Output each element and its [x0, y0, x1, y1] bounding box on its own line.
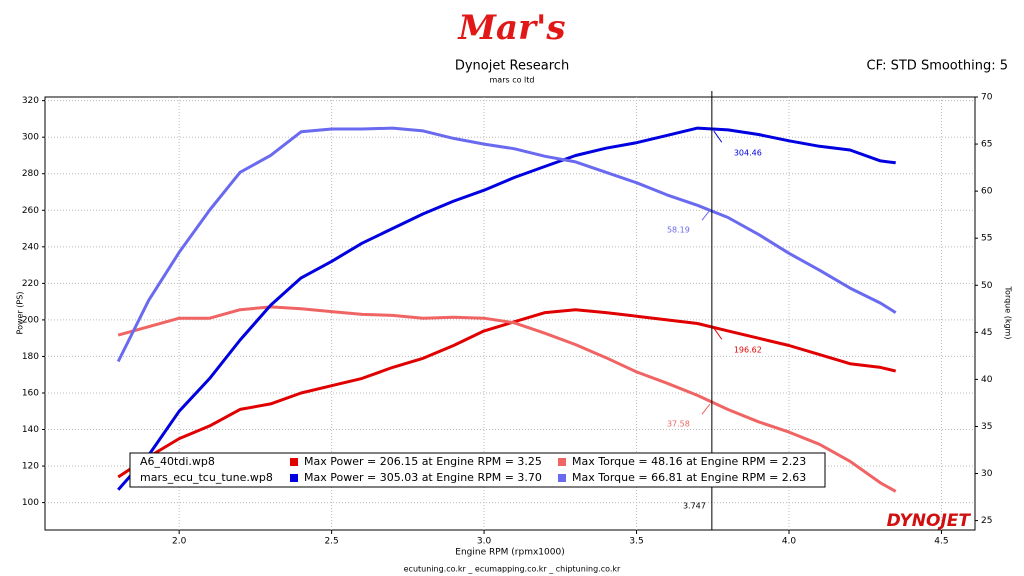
y-tick-label: 280	[22, 169, 39, 179]
settings: CF: STD Smoothing: 5	[867, 59, 1008, 74]
cursor-readout: 304.46	[734, 149, 762, 158]
y2-tick-label: 35	[981, 422, 992, 432]
legend-entry: Max Power = 206.15 at Engine RPM = 3.25	[304, 455, 542, 468]
y2-tick-label: 40	[981, 375, 993, 385]
legend-swatch	[558, 458, 566, 466]
x-tick-label: 4.5	[934, 537, 948, 547]
power-torque-curve	[116, 126, 897, 363]
cursor-arrow	[713, 327, 723, 340]
footer: ecutuning.co.kr _ ecumapping.co.kr _ chi…	[404, 565, 621, 574]
x-tick-label: 2.5	[324, 537, 338, 547]
y2-axis-label: Torque (kgm)	[1004, 286, 1013, 340]
brand-logo: DYNOJET	[887, 511, 972, 531]
x-tick-label: 3.5	[629, 537, 643, 547]
x-tick-label: 3.0	[477, 537, 492, 547]
legend-swatch	[290, 458, 298, 466]
x-tick-label: 4.0	[782, 537, 797, 547]
y2-tick-label: 55	[981, 234, 992, 244]
y-tick-label: 300	[22, 133, 39, 143]
y-tick-label: 140	[22, 425, 39, 435]
legend-file: A6_40tdi.wp8	[140, 455, 215, 468]
y-tick-label: 320	[22, 96, 39, 106]
power-torque-curve	[117, 126, 896, 491]
cursor-arrow	[701, 209, 711, 221]
y-tick-label: 260	[22, 206, 39, 216]
y2-tick-label: 70	[981, 93, 993, 103]
y2-tick-label: 25	[981, 516, 992, 526]
legend-entry: Max Torque = 48.16 at Engine RPM = 2.23	[572, 455, 806, 468]
y2-tick-label: 30	[981, 469, 993, 479]
plot-frame	[44, 96, 976, 531]
legend-swatch	[290, 474, 298, 482]
y-tick-label: 240	[22, 242, 39, 252]
legend-file: mars_ecu_tcu_tune.wp8	[140, 471, 273, 484]
legend-box	[129, 452, 826, 488]
y-tick-label: 200	[22, 315, 39, 325]
x-axis-label: Engine RPM (rpmx1000)	[455, 548, 564, 558]
y-axis-label: Power (PS)	[16, 292, 25, 335]
legend-swatch	[558, 474, 566, 482]
chart-title: Dynojet Research	[455, 59, 569, 74]
y2-tick-label: 65	[981, 140, 992, 150]
legend-entry: Max Torque = 66.81 at Engine RPM = 2.63	[572, 471, 806, 484]
logo: Mar's	[457, 8, 565, 48]
y-tick-label: 160	[22, 388, 39, 398]
y2-tick-label: 50	[981, 281, 993, 291]
cursor-readout: 37.58	[667, 420, 690, 429]
y-tick-label: 220	[22, 279, 39, 289]
y-tick-label: 180	[22, 352, 39, 362]
power-torque-curve	[117, 305, 897, 493]
cursor-arrow	[713, 130, 723, 143]
chart-subtitle: mars co ltd	[490, 76, 535, 85]
legend-entry: Max Power = 305.03 at Engine RPM = 3.70	[304, 471, 542, 484]
x-tick-label: 2.0	[172, 537, 187, 547]
cursor-arrow	[701, 403, 711, 415]
y2-tick-label: 45	[981, 328, 992, 338]
cursor-readout: 58.19	[667, 226, 690, 235]
cursor-readout: 196.62	[734, 346, 762, 355]
y-tick-label: 120	[22, 462, 39, 472]
cursor-label: 3.747	[683, 502, 706, 511]
y2-tick-label: 60	[981, 187, 993, 197]
y-tick-label: 100	[22, 498, 39, 508]
